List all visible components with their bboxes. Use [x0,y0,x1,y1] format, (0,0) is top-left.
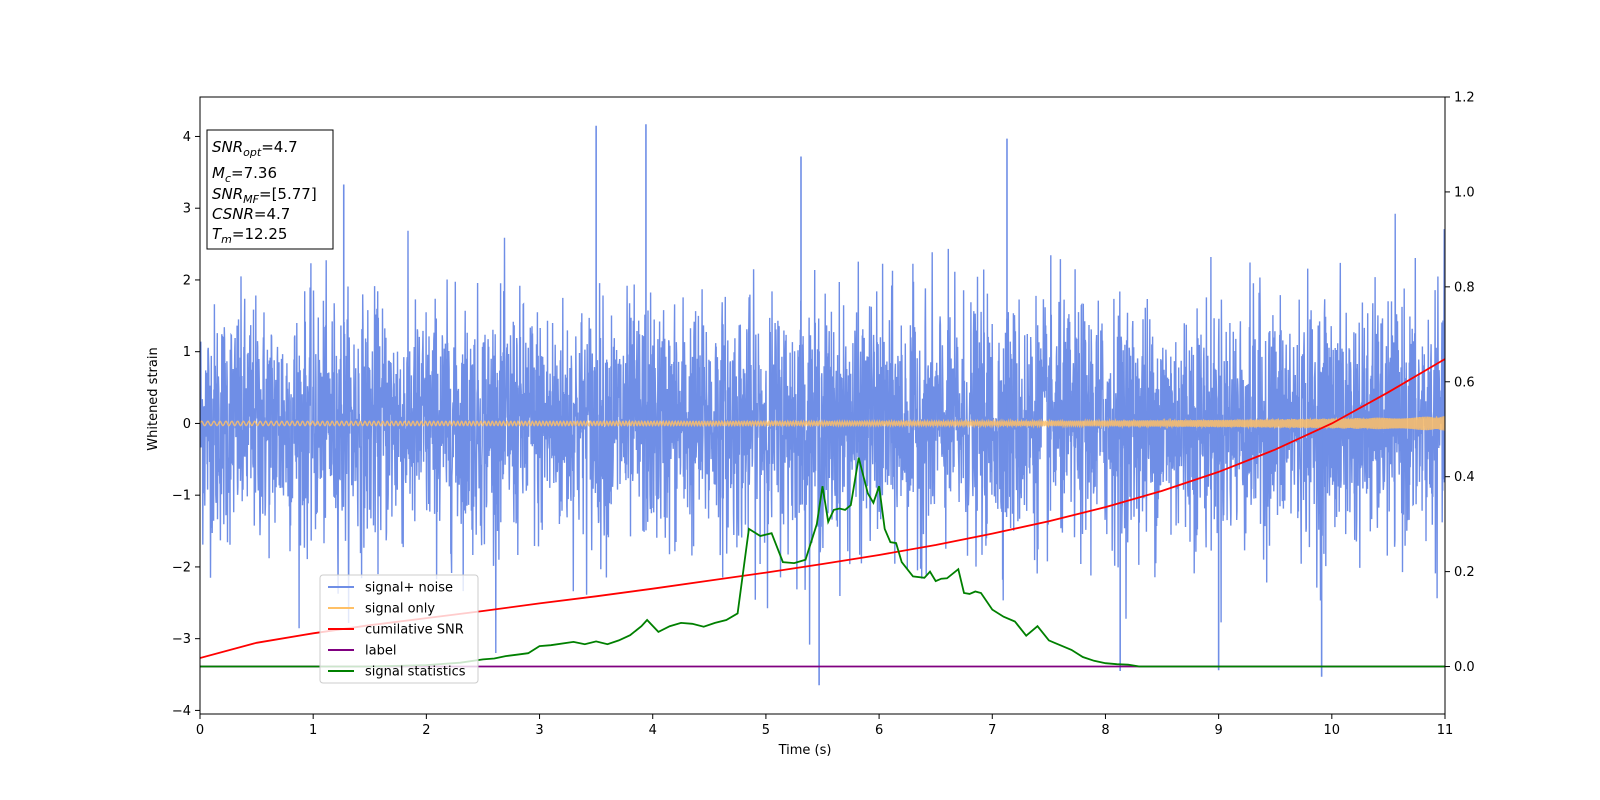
x-tick-label: 6 [875,723,883,738]
axes: 0 1 2 3 4 5 6 7 8 9 10 1143210−1−2−3−41.21.00.80.60… [172,91,1475,739]
x-tick-label: 3 [535,723,543,738]
info-csnr: CSNR=4.7 [212,205,290,223]
y-left-tick-label: −1 [172,489,191,504]
series-signal-noise [200,213,1445,654]
legend-label: label [365,644,396,659]
x-tick-label: 1 [309,723,317,738]
info-snr-opt: SNRopt=4.7 [212,138,298,159]
y-right-tick-label: 0.4 [1454,470,1475,485]
y-left-tick-label: −4 [172,704,191,719]
legend-label: signal statistics [365,665,466,680]
info-box-frame [206,129,334,250]
y-left-tick-label: 1 [183,345,191,360]
plot-area [200,124,1445,686]
y-right-tick-label: 0.2 [1454,565,1475,580]
y-left-tick-label: 2 [183,273,191,288]
x-axis-label: Time (s) [778,743,832,758]
info-snr-mf: SNRMF=[5.77] [212,185,317,206]
y-right-tick-label: 1.2 [1454,91,1475,106]
y-left-tick-label: 4 [183,130,191,145]
y-axis-label: Whitened strain [146,347,161,450]
y-right-tick-label: 1.0 [1454,185,1475,200]
series-signal-only [200,415,1445,431]
legend: signal+ noise signal only cumilative SNR la… [319,574,479,684]
axes-frame [199,96,1446,715]
y-left-tick-label: −3 [172,632,191,647]
y-right-tick-label: 0.8 [1454,280,1475,295]
legend-label: cumilative SNR [365,623,464,638]
x-tick-label: 7 [988,723,996,738]
info-mc: Mc=7.36 [212,164,277,185]
x-tick-label: 2 [422,723,430,738]
series-signal-statistics [200,457,1445,668]
x-tick-label: 9 [1214,723,1222,738]
x-tick-label: 4 [649,723,657,738]
y-left-tick-label: 3 [183,202,191,217]
legend-box [319,574,479,684]
x-tick-label: 11 [1437,723,1454,738]
legend-label: signal only [365,602,435,617]
y-right-tick-label: 0.6 [1454,375,1475,390]
legend-label: signal+ noise [365,581,453,596]
x-tick-label: 8 [1101,723,1109,738]
x-tick-label: 5 [762,723,770,738]
x-tick-label: 0 [196,723,204,738]
info-tm: Tm=12.25 [212,225,287,246]
y-right-tick-label: 0.0 [1454,660,1475,675]
y-left-tick-label: 0 [183,417,191,432]
x-tick-label: 10 [1324,723,1341,738]
y-left-tick-label: −2 [172,560,191,575]
